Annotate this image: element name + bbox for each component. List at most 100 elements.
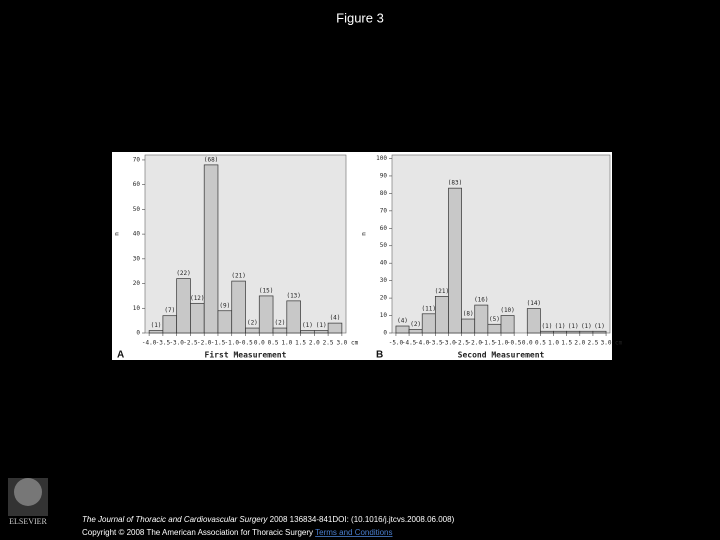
x-tick-label: -2.5 (183, 340, 198, 347)
x-tick-label: -5.0 (389, 340, 404, 347)
bar-count-label: (1) (594, 323, 605, 330)
terms-link[interactable]: Terms and Conditions (315, 528, 392, 537)
citation-line: The Journal of Thoracic and Cardiovascul… (82, 515, 455, 524)
y-tick-label: 10 (380, 312, 388, 319)
y-axis-title: n (362, 232, 368, 235)
histogram-bar (461, 318, 476, 334)
x-tick-label: 0.5 (268, 340, 279, 347)
histogram-bar (190, 302, 205, 334)
bar-count-label: (8) (463, 311, 474, 318)
histogram-bar (272, 327, 288, 334)
elsevier-logo: ELSEVIER (8, 478, 48, 526)
histogram-bar (258, 295, 274, 334)
y-tick-label: 70 (133, 156, 141, 163)
y-tick-label: 30 (380, 277, 388, 284)
bar-count-label: (1) (568, 323, 579, 330)
x-tick-label: 1.0 (281, 340, 292, 347)
x-tick-label: -1.0 (225, 340, 240, 347)
histogram-bar (327, 322, 343, 334)
bar-count-label: (7) (164, 307, 175, 314)
x-axis-title: Second Measurement (458, 351, 545, 360)
bar-count-label: (2) (274, 320, 285, 327)
slide-title: Figure 3 (336, 10, 384, 25)
bar-count-label: (16) (474, 297, 488, 304)
y-tick-label: 100 (376, 155, 387, 162)
x-axis-title: First Measurement (205, 350, 287, 360)
x-tick-label: -1.0 (494, 340, 509, 347)
bar-count-label: (5) (489, 316, 500, 323)
histogram-bar (500, 315, 515, 334)
x-tick-label: -3.5 (428, 340, 443, 347)
x-tick-label: 0.5 (535, 340, 546, 347)
x-tick-label: 1.0 (548, 340, 559, 347)
x-axis-unit: cm (351, 340, 359, 347)
copyright: Copyright © 2008 The American Associatio… (82, 528, 313, 537)
plot-area (391, 154, 611, 334)
y-tick-label: 40 (380, 260, 388, 267)
bar-count-label: (22) (176, 270, 190, 277)
x-tick-label: 0.0 (254, 340, 265, 347)
histogram-bar (162, 315, 178, 334)
bar-count-label: (1) (151, 322, 162, 329)
histogram-bar (421, 313, 436, 334)
y-tick-label: 50 (380, 242, 388, 249)
y-tick-label: 0 (383, 330, 387, 337)
x-tick-label: -3.0 (441, 340, 456, 347)
logo-canopy (14, 478, 42, 506)
x-tick-label: 3.0 (601, 340, 612, 347)
histogram-bar (553, 330, 568, 334)
bar-count-label: (1) (581, 323, 592, 330)
histogram-bar (434, 296, 449, 334)
histogram-bar (203, 164, 219, 334)
bar-count-label: (1) (542, 323, 553, 330)
journal-name: The Journal of Thoracic and Cardiovascul… (82, 515, 268, 524)
y-tick-label: 40 (133, 231, 141, 238)
histogram-bar (592, 330, 607, 334)
x-tick-label: 0.0 (522, 340, 533, 347)
histogram-bar (579, 330, 594, 334)
bar-count-label: (4) (397, 318, 408, 325)
logo-text: ELSEVIER (9, 517, 47, 526)
x-tick-label: 1.5 (295, 340, 306, 347)
bar-count-label: (14) (527, 300, 541, 307)
histogram-bar (176, 278, 191, 334)
bar-count-label: (10) (500, 307, 514, 314)
x-tick-label: -3.0 (169, 340, 184, 347)
bar-count-label: (2) (247, 320, 258, 327)
x-tick-label: -2.0 (197, 340, 212, 347)
x-tick-label: -4.5 (402, 340, 417, 347)
y-tick-label: 60 (133, 181, 141, 188)
x-tick-label: -3.5 (156, 340, 171, 347)
histogram-bar (487, 323, 502, 334)
panel-letter: B (376, 350, 383, 361)
copyright-line: Copyright © 2008 The American Associatio… (82, 528, 393, 537)
bar-count-label: (11) (422, 305, 436, 312)
bar-count-label: (13) (286, 292, 300, 299)
bar-count-label: (1) (302, 322, 313, 329)
bar-count-label: (68) (204, 156, 218, 163)
y-tick-label: 10 (133, 305, 141, 312)
histogram-bar (148, 330, 164, 334)
x-tick-label: -4.0 (415, 340, 430, 347)
histogram-bar (526, 308, 541, 334)
histogram-bar (286, 300, 301, 334)
x-tick-label: 2.0 (574, 340, 585, 347)
histogram-bar (245, 327, 260, 334)
citation: 2008 136834-841DOI: (10.1016/j.jtcvs.200… (270, 515, 455, 524)
x-tick-label: 2.5 (588, 340, 599, 347)
histogram-bar (313, 330, 329, 334)
histogram-bar (540, 330, 554, 334)
bar-count-label: (15) (259, 287, 273, 294)
x-tick-label: -2.5 (454, 340, 469, 347)
bar-count-label: (2) (410, 321, 421, 328)
y-tick-label: 0 (136, 330, 140, 337)
histogram-bar (300, 330, 315, 334)
histogram-bar (474, 304, 489, 334)
y-tick-label: 50 (133, 206, 141, 213)
bar-count-label: (1) (316, 322, 327, 329)
x-tick-label: -1.5 (481, 340, 496, 347)
histogram-bar (448, 187, 462, 334)
y-axis-title: n (115, 232, 121, 235)
y-tick-label: 60 (380, 225, 388, 232)
